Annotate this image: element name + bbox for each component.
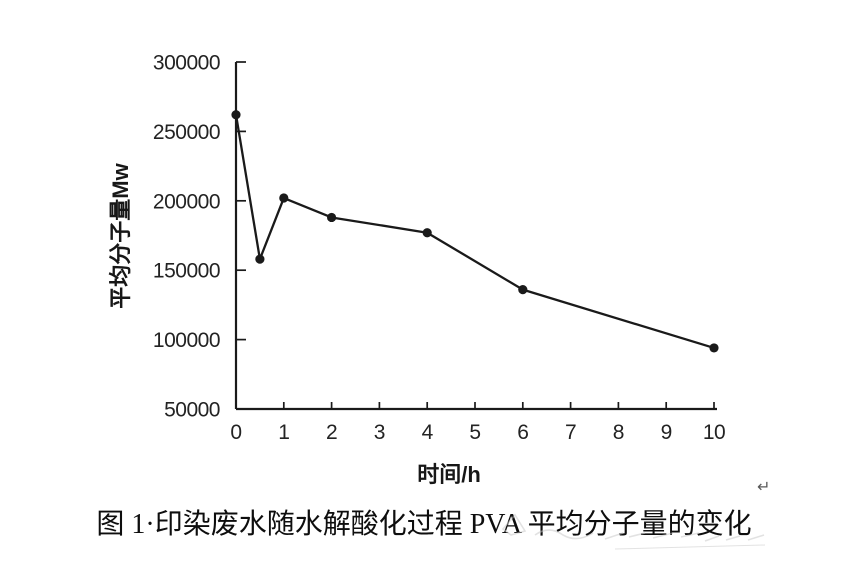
x-tick-label: 7 — [565, 421, 576, 444]
data-point — [231, 110, 241, 120]
x-tick-label: 0 — [230, 421, 241, 444]
x-axis-title: 时间/h — [417, 462, 481, 487]
x-tick-label: 9 — [661, 421, 672, 444]
y-axis-title: 平均分子量Mw — [108, 163, 133, 309]
series-line — [234, 113, 716, 350]
x-tick-label: 3 — [374, 421, 385, 444]
x-tick-label: 4 — [422, 421, 434, 444]
y-tick-label: 100000 — [153, 329, 220, 352]
watermark — [501, 513, 766, 550]
data-point — [518, 285, 528, 295]
x-tick-label: 2 — [326, 421, 337, 444]
paragraph-return-icon: ↵ — [757, 477, 771, 496]
data-point — [255, 254, 265, 264]
x-tick-label: 8 — [613, 421, 624, 444]
y-tick-label: 300000 — [153, 52, 220, 75]
figure-caption: 图 1·印染废水随水解酸化过程 PVA 平均分子量的变化 — [96, 509, 752, 540]
y-tick-label: 50000 — [164, 399, 220, 422]
y-tick-label: 250000 — [153, 121, 220, 144]
data-point — [279, 193, 289, 203]
data-point — [422, 228, 432, 238]
x-tick-label: 10 — [703, 421, 725, 444]
y-tick-label: 150000 — [153, 260, 220, 283]
y-tick-label: 200000 — [153, 190, 220, 213]
data-point — [709, 343, 719, 353]
x-tick-label: 1 — [278, 421, 289, 444]
x-tick-label: 6 — [517, 421, 528, 444]
data-point — [327, 212, 337, 223]
x-tick-label: 5 — [469, 421, 480, 444]
